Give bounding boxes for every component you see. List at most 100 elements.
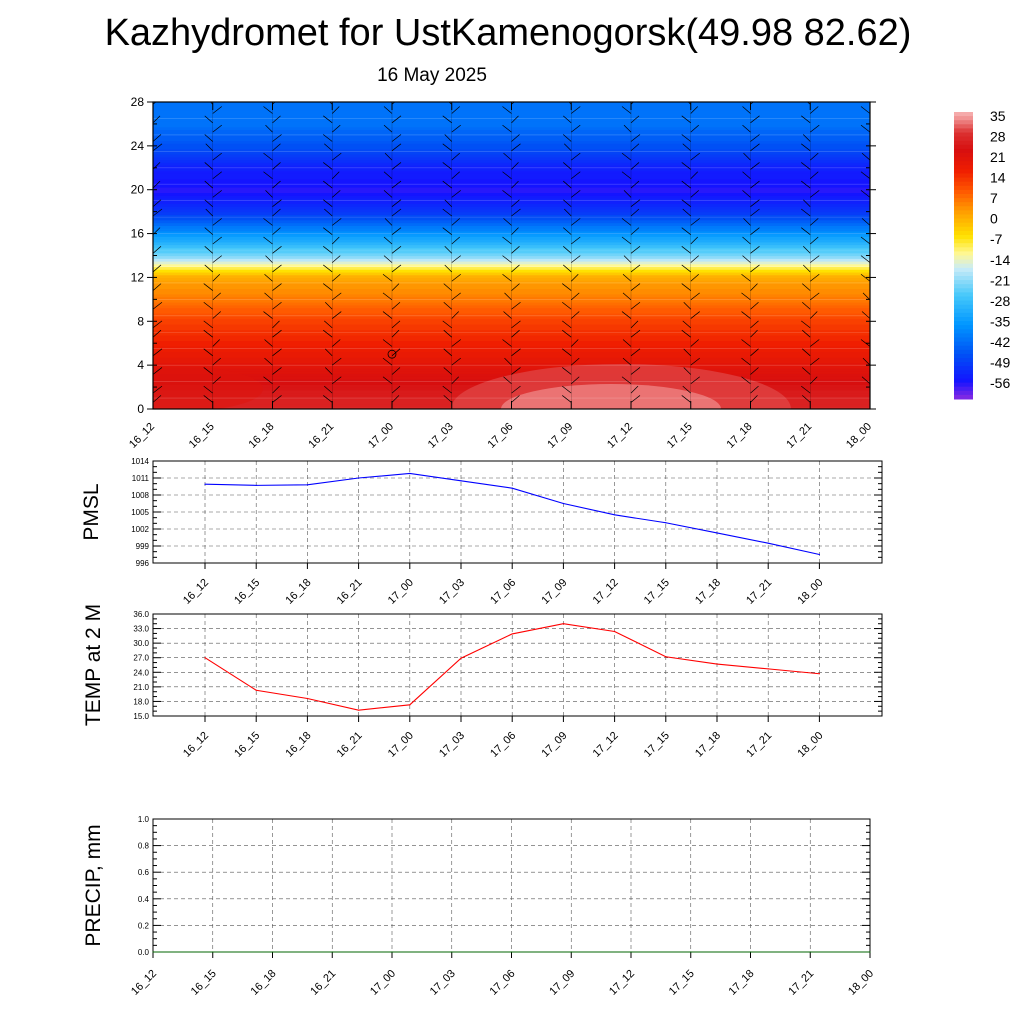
- wind-barb: [623, 190, 632, 198]
- wind-barb: [681, 283, 691, 291]
- x-tick-label: 17_06: [486, 421, 516, 451]
- wind-barb: [153, 283, 162, 291]
- wind-barb: [391, 395, 400, 403]
- colorbar-block: [954, 226, 973, 232]
- wind-barb: [391, 134, 402, 142]
- wind-barb: [802, 283, 811, 291]
- temperature-band: [153, 340, 870, 344]
- wind-barb: [869, 271, 870, 272]
- wind-barb: [562, 348, 572, 357]
- wind-barb: [511, 134, 520, 142]
- wind-barb: [562, 395, 572, 403]
- wind-barb: [621, 311, 632, 319]
- wind-barb: [383, 236, 393, 245]
- wind-barb: [153, 131, 154, 133]
- wind-barb: [323, 199, 333, 207]
- wind-barb: [451, 106, 460, 114]
- wind-barb: [504, 357, 512, 366]
- colorbar-block: [954, 214, 973, 220]
- wind-barb: [750, 367, 759, 375]
- data-point: [818, 553, 821, 556]
- wind-barb: [502, 190, 512, 198]
- wind-barb: [153, 320, 163, 329]
- wind-barb: [153, 318, 154, 319]
- y-tick-label: 20: [131, 183, 145, 197]
- wind-barb: [750, 283, 758, 291]
- x-tick-label: 17_15: [642, 730, 672, 760]
- wind-barb: [630, 264, 641, 273]
- colorbar-block: [954, 210, 973, 215]
- wind-barb: [630, 385, 639, 394]
- wind-barb: [323, 180, 333, 189]
- colorbar-block: [954, 333, 973, 338]
- y-tick-label: 24: [131, 139, 145, 153]
- wind-barb: [802, 329, 811, 338]
- temperature-band: [153, 173, 870, 177]
- temperature-band: [153, 310, 870, 314]
- wind-barb: [742, 106, 751, 114]
- data-point: [614, 514, 616, 516]
- colorbar-block: [954, 198, 973, 203]
- y-tick-label: 12: [131, 270, 145, 284]
- wind-barb: [630, 102, 635, 105]
- wind-barb: [810, 218, 819, 226]
- wind-barb: [860, 255, 870, 263]
- wind-barb: [332, 274, 341, 282]
- temperature-band: [153, 285, 870, 289]
- colorbar-block: [954, 239, 973, 244]
- wind-barb: [869, 103, 870, 105]
- temperature-band: [153, 282, 870, 287]
- wind-barb: [382, 292, 393, 301]
- wind-barb: [623, 255, 632, 263]
- temperature-band: [153, 222, 870, 226]
- wind-barb: [153, 113, 154, 114]
- data-point: [204, 483, 206, 485]
- wind-barb: [750, 180, 760, 189]
- data-point: [716, 663, 718, 665]
- colorbar-block: [954, 169, 973, 174]
- wind-barb: [503, 152, 512, 161]
- wind-barb: [801, 162, 811, 170]
- temperature-band: [153, 121, 870, 125]
- wind-barb: [742, 236, 751, 245]
- wind-barb: [153, 301, 163, 310]
- wind-barb: [325, 348, 333, 357]
- temperature-band: [153, 200, 870, 205]
- wind-barb: [630, 134, 641, 142]
- wind-barb: [687, 102, 691, 105]
- wind-barb: [203, 385, 213, 394]
- wind-barb: [806, 102, 811, 105]
- colorbar-block: [954, 194, 973, 199]
- temperature-band: [153, 332, 870, 336]
- data-point: [271, 951, 274, 953]
- colorbar-block: [954, 329, 973, 334]
- colorbar-block: [954, 325, 973, 330]
- wind-barb: [511, 199, 520, 207]
- wind-barb: [743, 218, 751, 226]
- wind-barb: [451, 311, 459, 319]
- wind-barb: [511, 320, 521, 329]
- colorbar-block: [954, 124, 973, 129]
- x-tick-label: 17_00: [386, 730, 416, 760]
- wind-barb: [203, 329, 213, 338]
- wind-barb: [153, 180, 161, 189]
- wind-barb: [750, 385, 759, 394]
- colorbar-label: -21: [990, 272, 1010, 288]
- temperature-band: [153, 145, 870, 150]
- wind-barb: [690, 218, 700, 226]
- wind-barb: [153, 299, 154, 300]
- wind-barb: [442, 162, 452, 170]
- wind-barb: [801, 180, 811, 189]
- wind-barb: [325, 301, 333, 310]
- colorbar-block: [954, 267, 973, 273]
- wind-barb: [630, 199, 641, 207]
- colorbar-block: [954, 112, 973, 117]
- temperature-band: [153, 266, 870, 270]
- temperature-band: [153, 302, 870, 306]
- wind-barb: [563, 199, 572, 207]
- wind-barb: [681, 180, 691, 189]
- wind-barb: [563, 264, 572, 273]
- wind-barb: [153, 346, 154, 347]
- wind-barb: [571, 171, 581, 180]
- temperature-band: [153, 203, 870, 207]
